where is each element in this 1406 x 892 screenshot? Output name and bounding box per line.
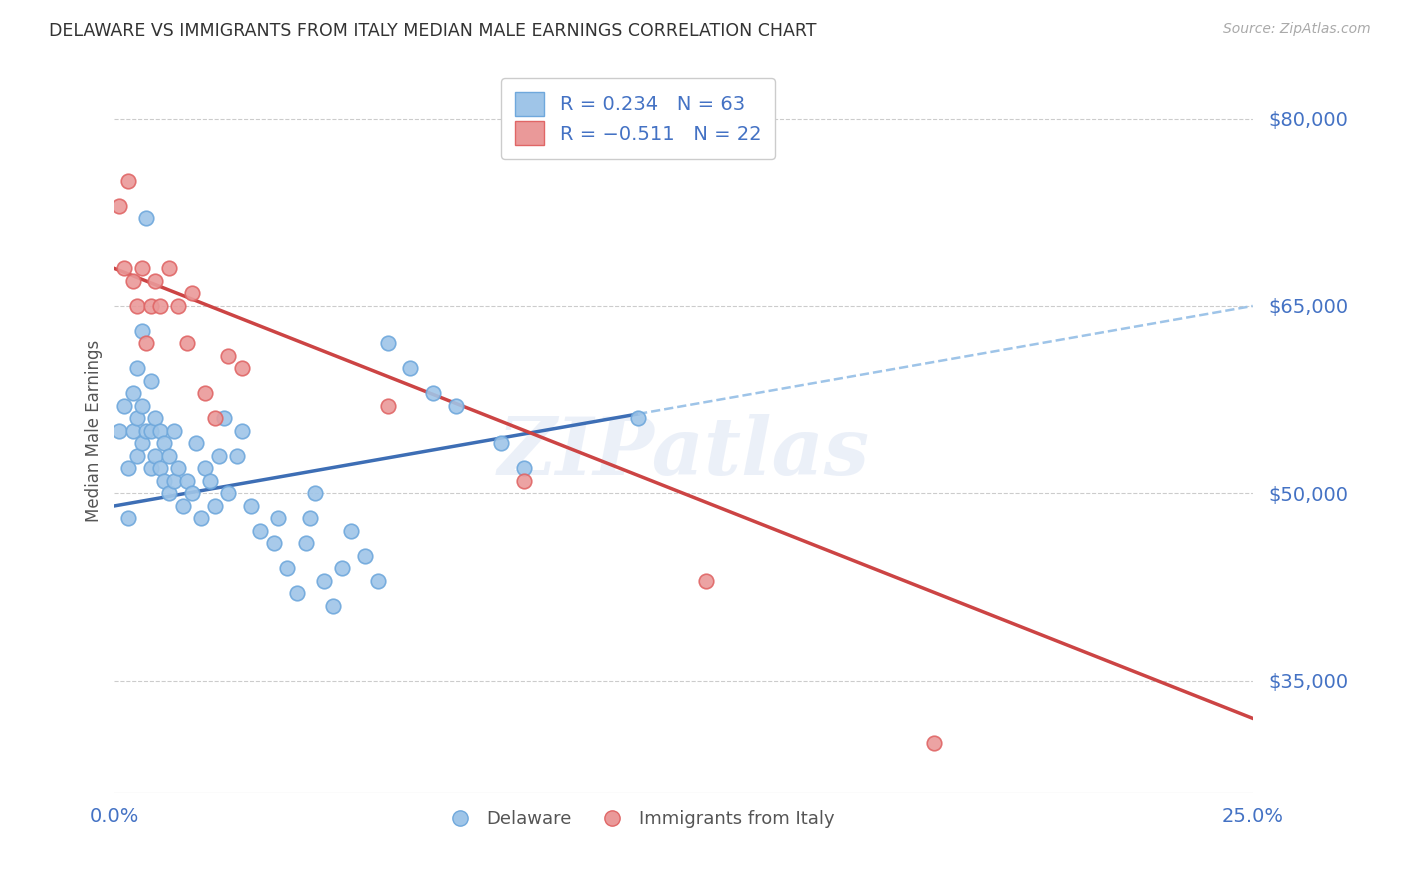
Point [263,536,285,550]
Point [217,349,239,363]
Point [180,286,202,301]
Point [330,561,353,575]
Point [513,461,536,475]
Point [139,374,162,388]
Point [157,449,180,463]
Point [162,424,184,438]
Point [322,599,344,613]
Text: Source: ZipAtlas.com: Source: ZipAtlas.com [1223,22,1371,37]
Point [153,474,176,488]
Point [186,436,208,450]
Point [145,274,167,288]
Point [167,299,190,313]
Point [127,299,149,313]
Point [340,524,363,538]
Point [249,524,271,538]
Point [131,261,153,276]
Point [131,324,153,338]
Point [276,561,298,575]
Legend: Delaware, Immigrants from Italy: Delaware, Immigrants from Italy [434,803,842,835]
Point [121,274,143,288]
Text: ZIPatlas: ZIPatlas [498,414,870,491]
Point [513,474,536,488]
Point [121,424,143,438]
Point [294,536,316,550]
Point [922,736,945,750]
Text: DELAWARE VS IMMIGRANTS FROM ITALY MEDIAN MALE EARNINGS CORRELATION CHART: DELAWARE VS IMMIGRANTS FROM ITALY MEDIAN… [49,22,817,40]
Point [208,449,231,463]
Point [304,486,326,500]
Point [353,549,375,563]
Point [299,511,322,525]
Point [695,574,717,588]
Point [149,424,172,438]
Point [204,499,226,513]
Point [117,511,139,525]
Point [157,261,180,276]
Point [226,449,249,463]
Point [149,299,172,313]
Point [204,411,226,425]
Point [121,386,143,401]
Point [422,386,444,401]
Point [108,424,131,438]
Point [135,424,157,438]
Point [112,399,135,413]
Point [194,461,217,475]
Point [131,436,153,450]
Point [180,486,202,500]
Point [399,361,422,376]
Point [231,424,253,438]
Point [377,336,399,351]
Point [117,461,139,475]
Point [149,461,172,475]
Y-axis label: Median Male Earnings: Median Male Earnings [86,340,103,522]
Point [231,361,253,376]
Point [139,299,162,313]
Point [627,411,650,425]
Point [267,511,290,525]
Point [145,411,167,425]
Point [377,399,399,413]
Point [444,399,467,413]
Point [367,574,389,588]
Point [176,336,198,351]
Point [312,574,335,588]
Point [153,436,176,450]
Point [108,199,131,213]
Point [198,474,221,488]
Point [127,449,149,463]
Point [162,474,184,488]
Point [172,499,194,513]
Point [127,411,149,425]
Point [131,399,153,413]
Point [135,336,157,351]
Point [212,411,235,425]
Point [190,511,212,525]
Point [194,386,217,401]
Point [217,486,239,500]
Point [145,449,167,463]
Point [117,174,139,188]
Point [139,461,162,475]
Point [112,261,135,276]
Point [157,486,180,500]
Point [240,499,263,513]
Point [285,586,308,600]
Point [491,436,513,450]
Point [135,211,157,226]
Point [176,474,198,488]
Point [139,424,162,438]
Point [167,461,190,475]
Point [127,361,149,376]
